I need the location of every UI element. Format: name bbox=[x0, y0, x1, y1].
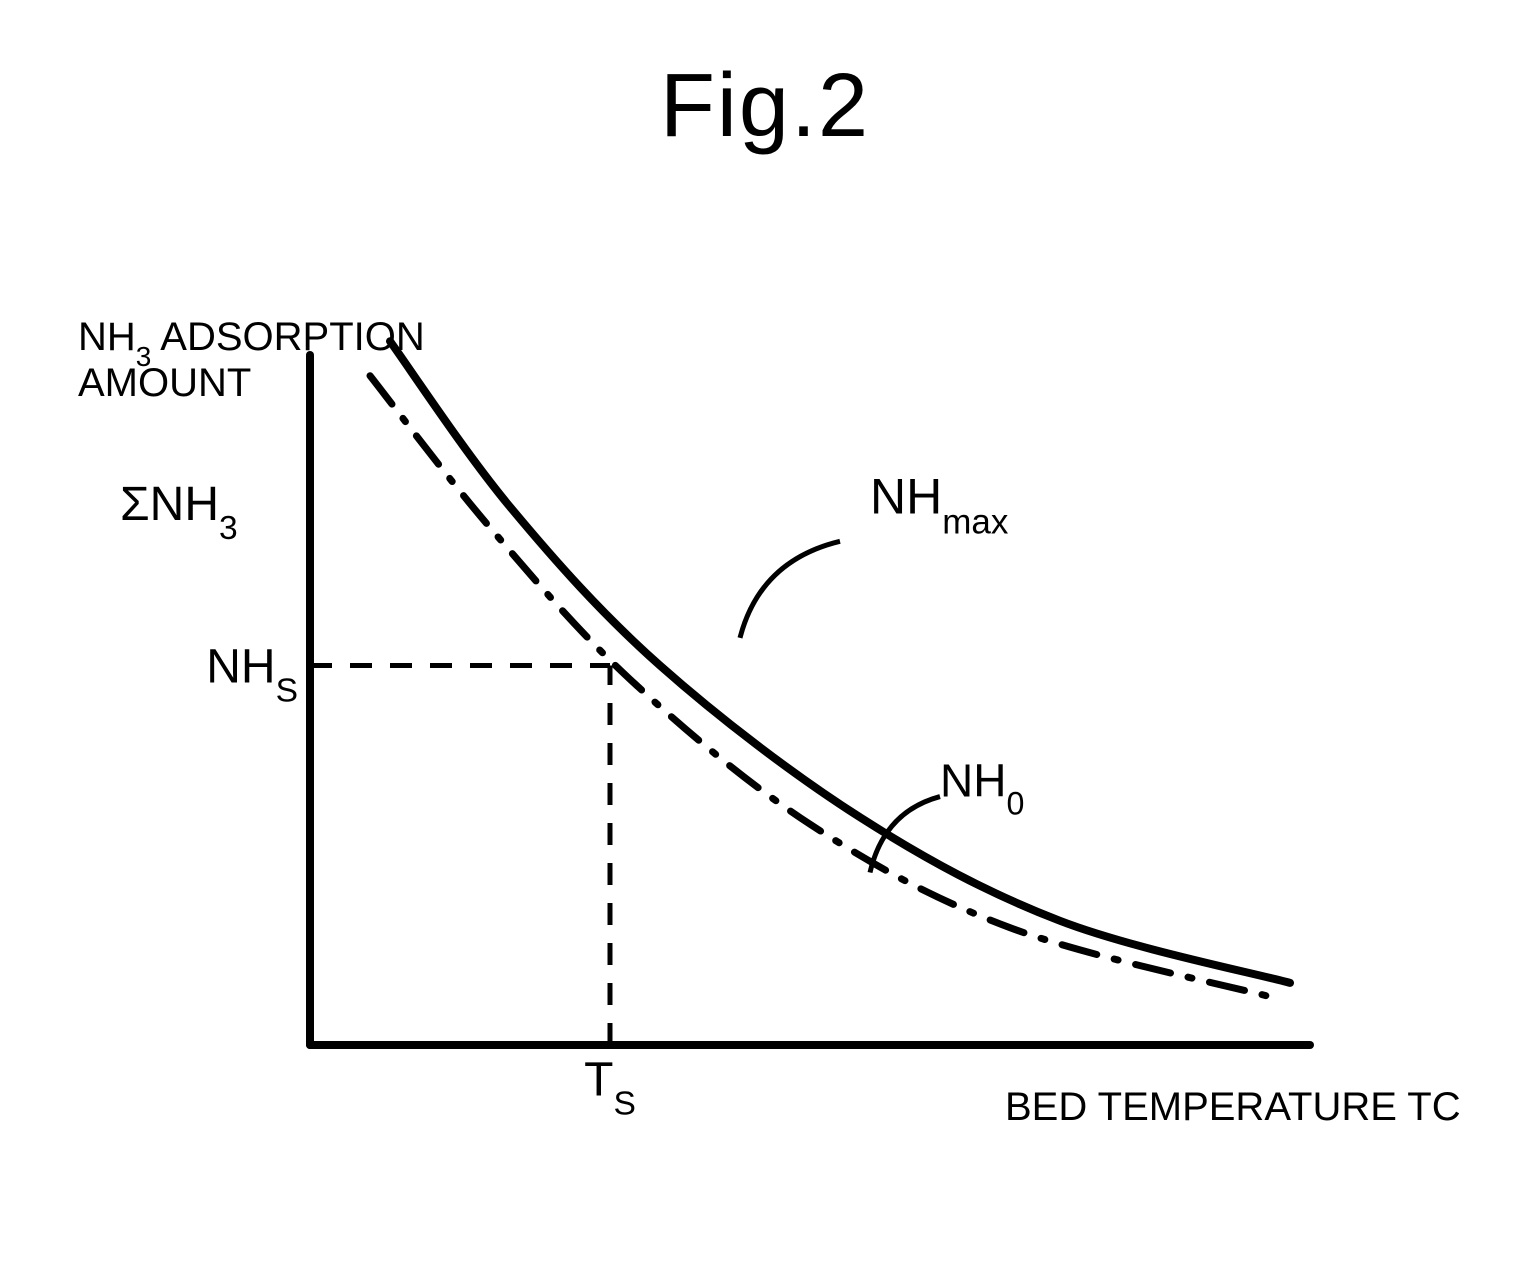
curve-NHmax bbox=[390, 341, 1290, 983]
y-axis-sum-label: ΣNH3 bbox=[120, 478, 238, 547]
x-tick-Ts: TS bbox=[584, 1053, 636, 1122]
chart-svg: NHmax NH0 NH3 ADSORPTIONAMOUNT ΣNH3 NHS TS BED… bbox=[0, 0, 1530, 1274]
figure-container: Fig.2 NHmaxNH0NH3 ADSORPTIONAMOUNTΣNH3NH… bbox=[0, 0, 1530, 1274]
curve-label-NHmax: NHmax bbox=[870, 469, 1009, 542]
curve-label-NH0: NH0 bbox=[940, 755, 1024, 822]
y-axis-title: NH3 ADSORPTIONAMOUNT bbox=[78, 315, 425, 405]
curve-NH0 bbox=[370, 376, 1270, 997]
x-axis-title: BED TEMPERATURE TC bbox=[1005, 1085, 1461, 1129]
y-tick-NHs: NHS bbox=[206, 640, 298, 709]
